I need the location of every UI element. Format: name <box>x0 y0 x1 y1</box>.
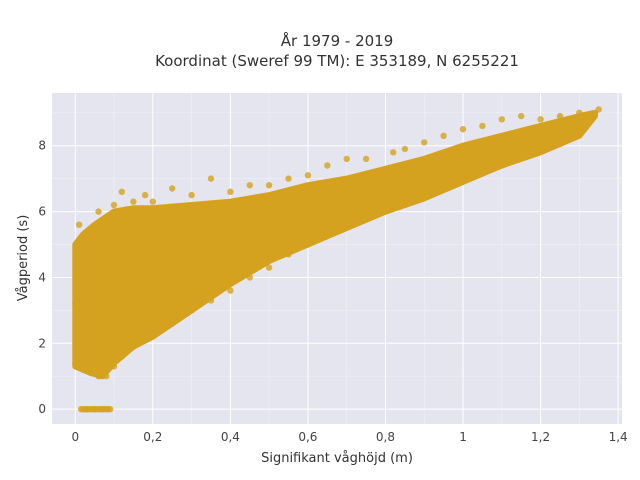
data-point <box>595 106 602 113</box>
x-tick-label: 0,8 <box>376 430 395 444</box>
data-point <box>421 139 428 146</box>
data-point <box>285 175 292 182</box>
data-point <box>95 373 102 380</box>
data-point <box>518 112 525 120</box>
data-point <box>537 145 544 153</box>
data-point <box>188 191 195 199</box>
data-point <box>401 145 409 153</box>
data-point <box>79 244 87 251</box>
data-point <box>479 168 486 176</box>
y-tick-label: 0 <box>38 402 46 416</box>
data-point <box>265 264 273 271</box>
data-point <box>118 353 126 360</box>
y-axis-ticks: 0 2 4 6 8 <box>38 139 46 416</box>
data-point <box>362 215 370 222</box>
data-point <box>87 228 95 235</box>
data-point <box>556 135 564 143</box>
data-point <box>227 287 234 294</box>
data-point <box>265 182 273 189</box>
data-point <box>118 188 126 195</box>
data-point <box>87 369 95 377</box>
x-tick-label: 1,4 <box>609 430 628 444</box>
data-point <box>207 297 215 304</box>
data-point <box>401 201 409 209</box>
data-points <box>72 106 602 413</box>
data-point <box>188 307 195 314</box>
x-tick-label: 1,2 <box>531 430 550 444</box>
data-point <box>498 116 505 123</box>
data-point <box>246 182 253 189</box>
data-point <box>518 152 525 159</box>
data-point <box>72 300 79 307</box>
data-point <box>459 175 467 182</box>
data-point <box>207 175 215 182</box>
x-tick-label: 1 <box>459 430 467 444</box>
data-point <box>362 155 370 163</box>
y-tick-label: 8 <box>38 139 46 153</box>
data-point <box>130 343 137 350</box>
data-point <box>304 172 312 179</box>
chart-title: År 1979 - 2019 <box>281 31 394 50</box>
data-point <box>459 126 467 133</box>
data-point <box>537 116 544 123</box>
data-point <box>149 330 156 337</box>
chart-subtitle: Koordinat (Sweref 99 TM): E 353189, N 62… <box>155 52 519 70</box>
x-tick-label: 0,4 <box>221 430 240 444</box>
data-point <box>576 122 583 130</box>
data-point <box>169 185 176 192</box>
data-point <box>343 155 350 163</box>
y-tick-label: 6 <box>38 205 46 219</box>
x-axis-label: Signifikant våghöjd (m) <box>261 451 413 466</box>
data-point <box>324 162 331 169</box>
data-point <box>103 215 110 222</box>
data-point <box>169 320 176 327</box>
data-point <box>110 363 118 370</box>
data-point <box>304 241 312 248</box>
data-point <box>72 359 79 367</box>
data-point <box>343 221 350 228</box>
data-point <box>556 112 564 120</box>
data-point <box>79 366 87 373</box>
data-point <box>105 406 112 413</box>
data-point <box>149 198 156 205</box>
data-point <box>246 274 253 281</box>
data-point <box>75 221 83 228</box>
data-point <box>390 149 397 156</box>
y-axis-label: Vågperiod (s) <box>16 215 31 302</box>
x-tick-label: 0,6 <box>298 430 317 444</box>
data-point <box>285 251 292 258</box>
data-point <box>110 201 118 209</box>
data-point <box>382 208 389 215</box>
x-tick-label: 0 <box>71 430 79 444</box>
data-point <box>227 188 234 195</box>
y-tick-label: 4 <box>38 270 46 284</box>
data-point <box>95 208 102 215</box>
data-point <box>479 122 486 130</box>
data-point <box>141 191 149 199</box>
data-point <box>324 231 331 238</box>
data-point <box>130 198 137 205</box>
data-point <box>440 185 447 192</box>
y-tick-label: 2 <box>38 336 46 350</box>
data-point <box>440 132 447 139</box>
data-point <box>498 162 505 169</box>
data-point <box>103 373 110 380</box>
data-point <box>576 109 583 117</box>
x-tick-label: 0,2 <box>143 430 162 444</box>
data-point <box>421 191 428 199</box>
x-axis-ticks: 0 0,2 0,4 0,6 0,8 1 1,2 1,4 <box>71 430 627 444</box>
data-point <box>141 336 149 344</box>
